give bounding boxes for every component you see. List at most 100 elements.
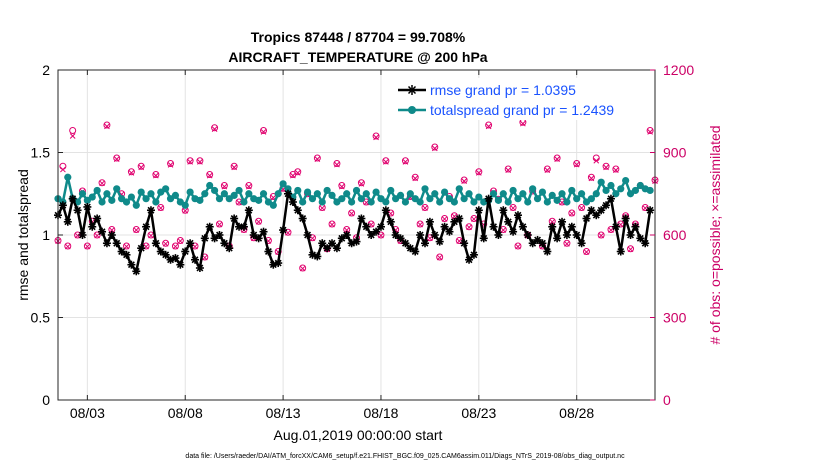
totalspread-point [98,198,106,206]
obs-x-stroke [138,164,145,171]
totalspread-point [622,176,630,185]
obs-x-stroke [245,183,252,190]
rmse-point [288,198,297,206]
rmse-point [572,231,581,239]
obs-assimilated-point [64,243,71,250]
star-stroke [333,244,341,252]
rmse-point [98,227,107,236]
rmse-point [587,206,596,215]
rmse-point [283,189,292,198]
rmse-point [577,239,586,248]
star-stroke [323,244,331,252]
obs-assimilated-point [338,183,345,190]
obs-x-stroke [99,180,105,187]
obs-x-stroke [69,133,76,139]
rmse-point [171,254,180,263]
obs-x-stroke [64,243,71,250]
totalspread-point [543,198,551,206]
totalspread-point [152,198,160,206]
obs-x-stroke [162,240,169,247]
star-stroke [304,231,312,239]
totalspread-point [450,198,458,206]
totalspread-point [602,186,610,195]
star-stroke [485,195,493,203]
obs-x-stroke [373,134,379,141]
totalspread-point [563,198,571,206]
obs-assimilated-point [157,205,164,211]
obs-assimilated-point [245,183,252,190]
obs-possible-point [103,121,111,129]
obs-possible-point [127,168,135,176]
obs-x-stroke [500,227,507,233]
obs-assimilated-point [598,232,605,239]
rmse-point [132,267,141,276]
rmse-point [372,227,381,236]
obs-assimilated-point [309,235,316,242]
totalspread-point [406,190,414,198]
totalspread-point [367,198,375,206]
obs-assimilated-point [383,158,389,165]
legend: rmse grand pr = 1.0395 totalspread grand… [393,78,651,120]
star-stroke [299,215,307,222]
star-stroke [118,248,126,255]
rmse-point [107,231,116,239]
totalspread-point [440,188,449,196]
totalspread-point [230,191,238,199]
obs-x-stroke [299,265,306,272]
rmse-point [416,231,425,239]
star-stroke [108,231,116,239]
totalspread-point [553,196,561,204]
star-stroke [171,254,179,262]
obs-possible-point [543,165,551,173]
totalspread-point [431,190,439,198]
obs-assimilated-point [192,243,198,250]
totalspread-point [162,185,170,193]
totalspread-point [612,190,620,198]
star-stroke [264,248,272,255]
x-tick-label: 08/18 [363,405,398,421]
obs-x-stroke [510,205,516,211]
obs-x-stroke [612,167,619,173]
obs-x-stroke [319,205,326,211]
rmse-point [73,206,82,215]
rmse-point [636,234,645,243]
obs-assimilated-point [431,145,438,152]
star-stroke [132,267,140,275]
rmse-point [176,260,185,269]
star-stroke [421,239,429,247]
rmse-point [244,206,253,215]
star-stroke [343,231,351,239]
totalspread-point [201,190,209,198]
obs-assimilated-point [260,129,267,135]
obs-x-stroke [153,172,159,179]
obs-possible-point [83,242,91,250]
rmse-point [313,252,322,261]
totalspread-point [352,186,361,195]
star-stroke [240,223,248,231]
right-tick-label: 600 [663,227,687,243]
obs-possible-point [333,160,341,167]
obs-assimilated-point [500,227,507,233]
totalspread-point [592,190,600,198]
obs-assimilated-point [314,156,321,162]
obs-possible-point [421,204,429,211]
rmse-point [381,206,390,215]
obs-x-stroke [104,123,110,130]
totalspread-point [308,195,317,203]
rmse-point [239,222,248,231]
totalspread-point [538,188,547,196]
obs-x-stroke [593,157,600,164]
rmse-point [616,247,625,256]
obs-x-stroke [568,210,575,217]
obs-x-stroke [260,129,267,135]
obs-assimilated-point [417,221,423,228]
obs-assimilated-point [123,243,130,250]
obs-x-stroke [123,243,130,250]
rmse-point [102,239,111,248]
obs-assimilated-point [427,235,433,242]
obs-possible-point [582,248,590,255]
star-stroke [548,223,556,231]
totalspread-point [357,195,365,203]
star-stroke [406,244,414,252]
rmse-point [83,202,92,211]
